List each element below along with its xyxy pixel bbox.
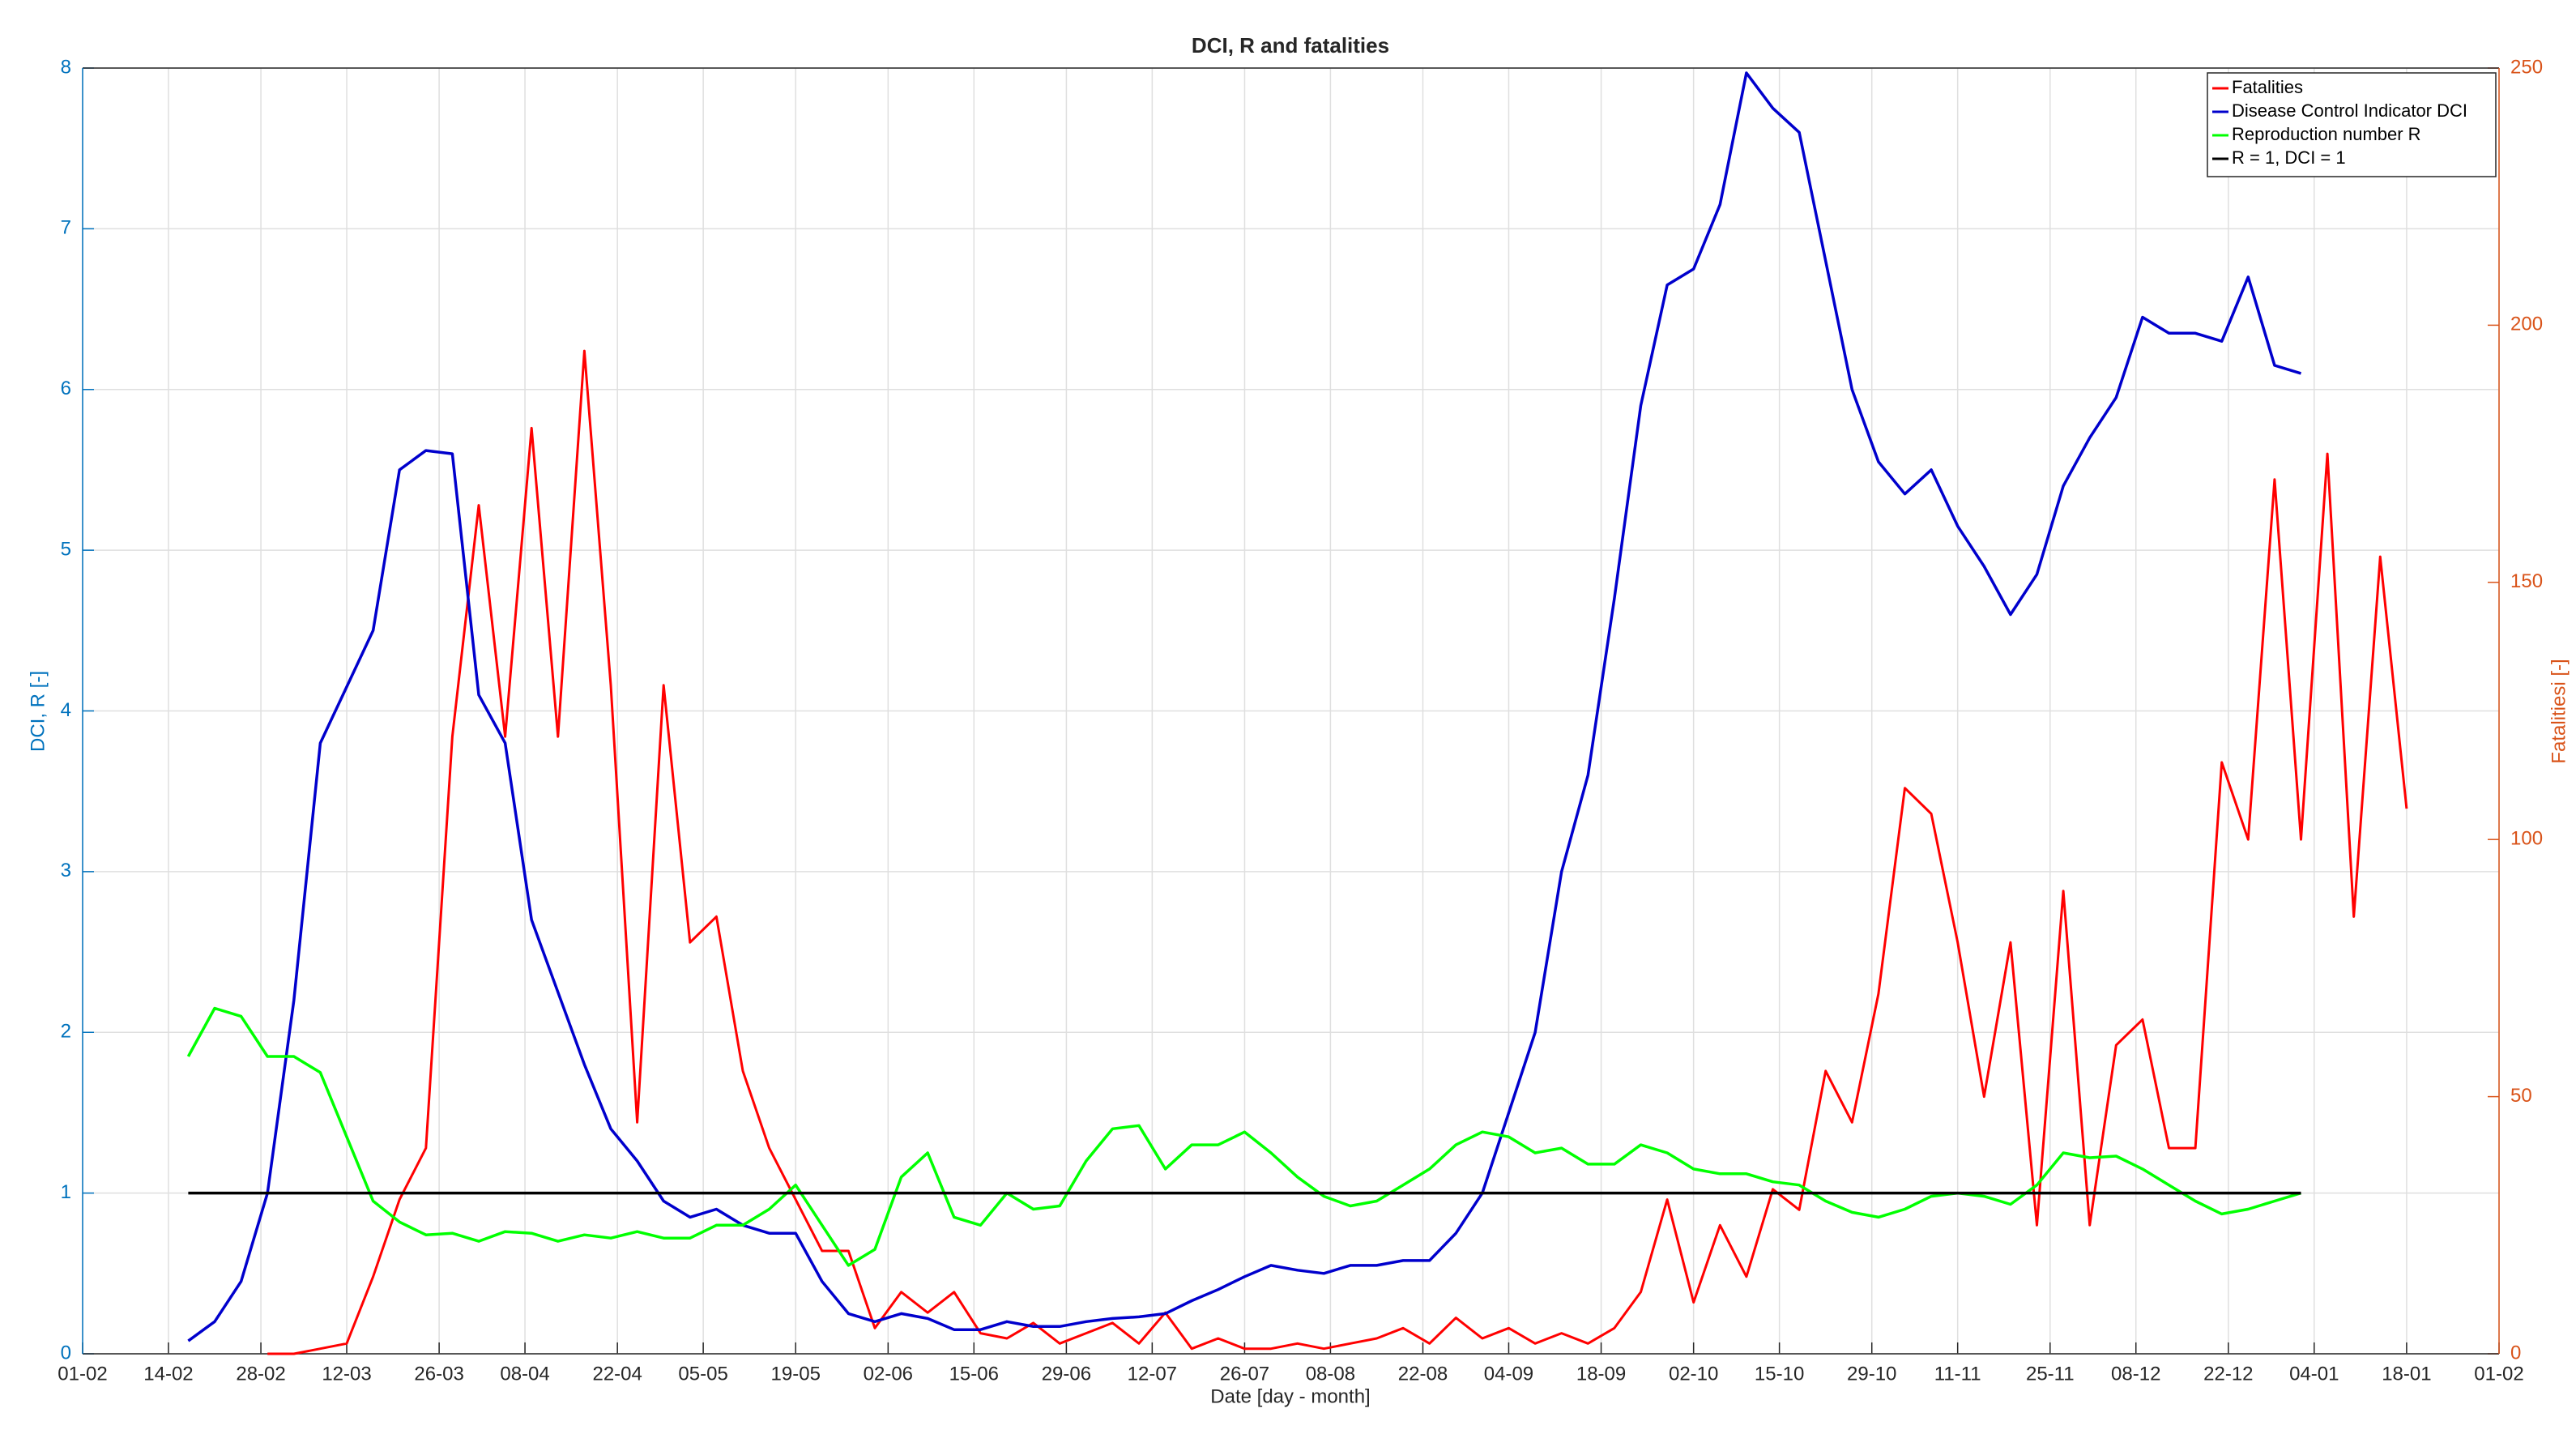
y2-tick-label: 100 bbox=[2510, 828, 2543, 850]
x-tick-label: 12-07 bbox=[1128, 1363, 1177, 1385]
y-tick-label: 8 bbox=[61, 56, 71, 78]
x-tick-label: 29-06 bbox=[1042, 1363, 1091, 1385]
x-tick-label: 02-10 bbox=[1669, 1363, 1718, 1385]
y-tick-label: 5 bbox=[61, 538, 71, 560]
x-tick-label: 26-07 bbox=[1220, 1363, 1269, 1385]
x-tick-label: 04-09 bbox=[1484, 1363, 1533, 1385]
y2-tick-label: 0 bbox=[2510, 1342, 2521, 1364]
legend-label: R = 1, DCI = 1 bbox=[2232, 147, 2346, 168]
x-tick-label: 22-08 bbox=[1398, 1363, 1448, 1385]
legend-box bbox=[2207, 72, 2497, 177]
x-tick-label: 01-02 bbox=[2474, 1363, 2523, 1385]
x-tick-label: 11-11 bbox=[1934, 1363, 1981, 1385]
x-tick-label: 25-11 bbox=[2026, 1363, 2075, 1385]
x-tick-label: 12-03 bbox=[322, 1363, 371, 1385]
x-tick-label: 22-12 bbox=[2203, 1363, 2253, 1385]
x-tick-label: 14-02 bbox=[143, 1363, 193, 1385]
x-tick-label: 18-09 bbox=[1576, 1363, 1626, 1385]
y-tick-label: 3 bbox=[61, 860, 71, 881]
series-line bbox=[267, 349, 2408, 1355]
x-tick-label: 29-10 bbox=[1847, 1363, 1896, 1385]
y-axis-label: DCI, R [-] bbox=[27, 671, 49, 752]
x-tick-label: 22-04 bbox=[592, 1363, 642, 1385]
y-tick-label: 1 bbox=[61, 1181, 71, 1203]
x-tick-label: 02-06 bbox=[864, 1363, 913, 1385]
y2-tick-label: 250 bbox=[2510, 56, 2543, 78]
y-tick-label: 6 bbox=[61, 378, 71, 399]
x-tick-label: 08-12 bbox=[2111, 1363, 2160, 1385]
x-tick-label: 26-03 bbox=[414, 1363, 463, 1385]
y2-tick-label: 50 bbox=[2510, 1085, 2532, 1107]
x-tick-label: 15-06 bbox=[949, 1363, 999, 1385]
y-tick-label: 7 bbox=[61, 217, 71, 239]
y2-tick-label: 200 bbox=[2510, 314, 2543, 335]
y-tick-label: 2 bbox=[61, 1021, 71, 1043]
x-tick-label: 01-02 bbox=[58, 1363, 107, 1385]
y2-tick-label: 150 bbox=[2510, 570, 2543, 592]
x-axis-label: Date [day - month] bbox=[1210, 1385, 1370, 1407]
x-tick-label: 08-04 bbox=[500, 1363, 549, 1385]
legend-label: Disease Control Indicator DCI bbox=[2232, 100, 2467, 121]
x-tick-label: 04-01 bbox=[2289, 1363, 2339, 1385]
chart-title: DCI, R and fatalities bbox=[1192, 33, 1389, 58]
x-tick-label: 15-10 bbox=[1755, 1363, 1804, 1385]
x-tick-label: 28-02 bbox=[236, 1363, 285, 1385]
y-tick-label: 4 bbox=[61, 699, 71, 721]
x-tick-label: 19-05 bbox=[771, 1363, 821, 1385]
legend-label: Fatalities bbox=[2232, 77, 2303, 97]
legend-label: Reproduction number R bbox=[2232, 124, 2421, 144]
y-tick-label: 0 bbox=[61, 1342, 71, 1364]
x-tick-label: 08-08 bbox=[1306, 1363, 1355, 1385]
series-line bbox=[187, 71, 2302, 1342]
x-tick-label: 18-01 bbox=[2382, 1363, 2431, 1385]
x-tick-label: 05-05 bbox=[678, 1363, 727, 1385]
y2-axis-label: Fatalitiesi [-] bbox=[2548, 659, 2570, 763]
